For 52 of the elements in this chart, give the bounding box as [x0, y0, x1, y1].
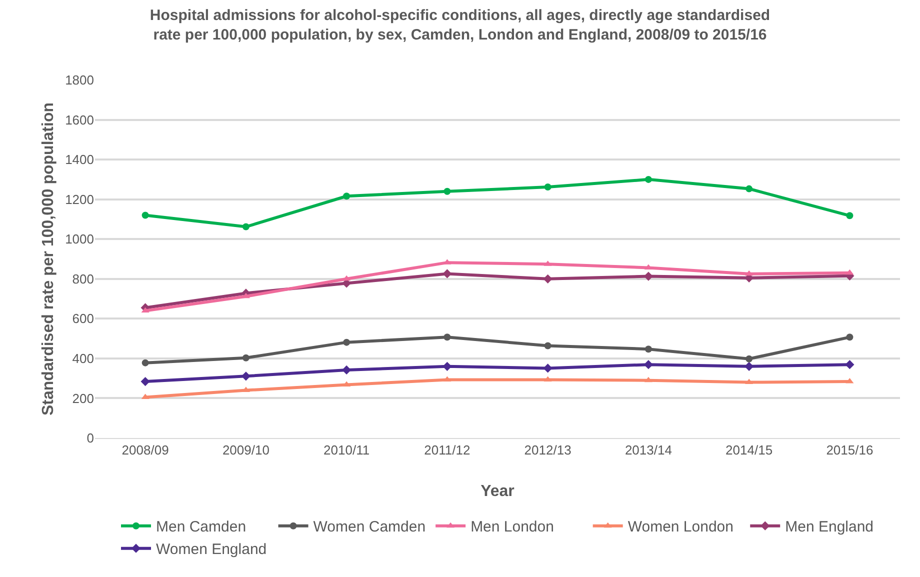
- x-tick-label: 2015/16: [826, 442, 874, 458]
- y-tick-label: 200: [72, 390, 94, 406]
- legend-label: Men Camden: [156, 518, 246, 536]
- point: [242, 292, 250, 298]
- y-tick-label: 0: [86, 430, 94, 446]
- point: [846, 269, 854, 275]
- x-tick-label: 2012/13: [524, 442, 572, 458]
- point: [644, 176, 652, 183]
- legend-label: Women London: [628, 518, 734, 536]
- point: [444, 188, 451, 195]
- y-tick-label: 800: [72, 271, 94, 286]
- point: [342, 365, 352, 375]
- point: [846, 334, 854, 341]
- x-tick-label: 2010/11: [324, 442, 370, 458]
- y-tick-label: 1400: [65, 152, 94, 168]
- point: [544, 342, 552, 350]
- point: [846, 212, 854, 220]
- point: [342, 275, 351, 281]
- y-tick-label: 1000: [65, 232, 94, 247]
- x-tick-label: 2014/15: [726, 442, 773, 458]
- x-tick-label: 2008/09: [122, 442, 169, 458]
- point: [746, 355, 753, 362]
- point: [242, 354, 250, 362]
- x-tick-label: 2009/10: [222, 442, 270, 458]
- point: [745, 378, 754, 384]
- x-axis-title: Year: [480, 483, 514, 500]
- point: [644, 376, 652, 382]
- legend-label: Men England: [785, 518, 874, 536]
- point: [142, 212, 149, 219]
- legend-label: Women England: [156, 541, 267, 558]
- y-axis-title: Standardised rate per 100,000 population: [40, 102, 57, 416]
- legend-label: Women Camden: [313, 518, 426, 536]
- point: [242, 223, 250, 230]
- y-tick-label: 400: [72, 350, 94, 366]
- point: [142, 359, 149, 366]
- y-tick-label: 600: [72, 311, 94, 326]
- point: [140, 376, 150, 386]
- x-tick-label: 2013/14: [624, 442, 672, 458]
- y-tick-label: 1200: [65, 192, 94, 207]
- point: [644, 346, 652, 353]
- legend-label: Men London: [470, 518, 554, 536]
- x-tick-label: 2011/12: [424, 442, 470, 458]
- point: [845, 360, 854, 370]
- point: [746, 185, 753, 192]
- point: [343, 192, 350, 200]
- y-tick-label: 1800: [65, 72, 94, 88]
- y-tick-label: 1600: [65, 112, 94, 128]
- point: [745, 270, 754, 276]
- point: [544, 184, 552, 190]
- point: [343, 338, 350, 346]
- chart-title: Hospital admissions for alcohol-specific conditions, all ages, directly age standardised rate per 100,000 population, by sex, Camden, London and England, 2008/09 to 2015/16: [150, 7, 770, 44]
- point: [444, 334, 451, 341]
